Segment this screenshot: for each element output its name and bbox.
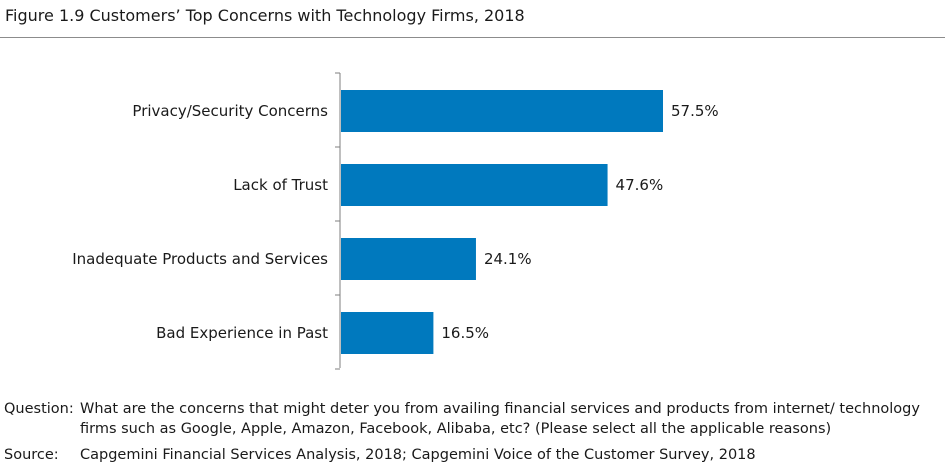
- question-text: What are the concerns that might deter y…: [80, 401, 920, 437]
- bar-chart: Privacy/Security Concerns 57.5% Lack of Tr…: [72, 72, 719, 370]
- value-label-3: 24.1%: [484, 250, 532, 268]
- category-label-2: Lack of Trust: [233, 176, 328, 194]
- category-label-1: Privacy/Security Concerns: [132, 102, 328, 120]
- value-label-4: 16.5%: [441, 324, 489, 342]
- figure-title: Figure 1.9 Customers’ Top Concerns with …: [5, 6, 525, 25]
- bar-2: [341, 164, 608, 206]
- bar-1: [341, 90, 663, 132]
- source-text: Capgemini Financial Services Analysis, 2…: [80, 447, 756, 463]
- title-divider: [0, 37, 945, 38]
- category-label-3: Inadequate Products and Services: [72, 250, 328, 268]
- category-label-4: Bad Experience in Past: [156, 324, 328, 342]
- source-label: Source:: [4, 447, 59, 463]
- value-label-2: 47.6%: [616, 176, 664, 194]
- value-label-1: 57.5%: [671, 102, 719, 120]
- bar-3: [341, 238, 476, 280]
- question-label: Question:: [4, 401, 74, 417]
- bar-4: [341, 312, 434, 354]
